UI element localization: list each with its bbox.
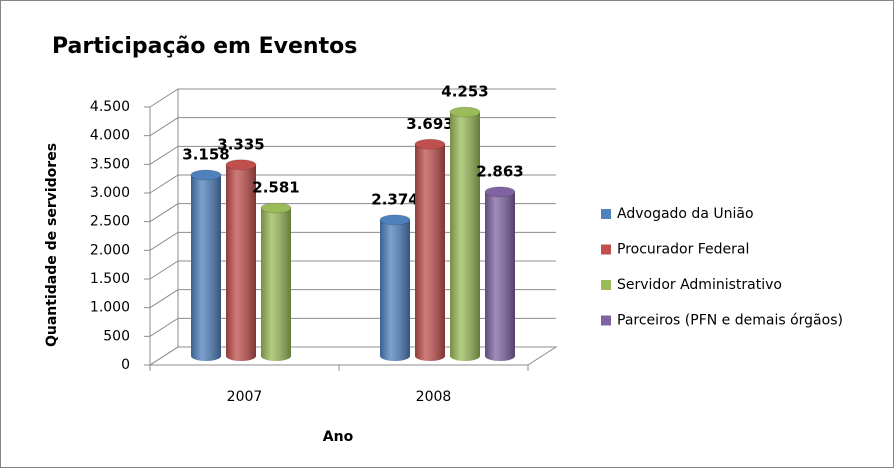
legend-label: Servidor Administrativo [617, 277, 782, 293]
x-tick-label: 2007 [227, 389, 263, 405]
value-label: 2.374 [371, 190, 418, 208]
bar-shade [450, 112, 480, 361]
chart-title: Participação em Eventos [52, 34, 357, 59]
bar-cap [449, 106, 481, 118]
bar-shade [261, 208, 291, 361]
y-tick-label: 4.000 [90, 128, 130, 144]
bar-cap [379, 214, 411, 226]
value-label: 3.335 [217, 135, 264, 153]
legend-label: Procurador Federal [617, 242, 749, 258]
bar-cap [190, 169, 222, 181]
bar-shade [415, 144, 445, 361]
legend-label: Parceiros (PFN e demais órgãos) [617, 313, 843, 329]
y-tick-label: 3.000 [90, 185, 130, 201]
y-tick-label: 2.500 [90, 214, 130, 230]
bar-cap [260, 202, 292, 214]
legend-swatch [601, 244, 611, 255]
y-tick-label: 1.500 [90, 271, 130, 287]
bar-cap [484, 186, 516, 198]
x-tick-label: 2008 [416, 389, 452, 405]
x-axis-title: Ano [323, 429, 354, 445]
y-tick-label: 4.500 [90, 99, 130, 115]
bar-cap [414, 138, 446, 150]
legend-swatch [601, 209, 611, 219]
legend-label: Advogado da União [617, 206, 754, 222]
bar-shade [191, 174, 221, 361]
legend-swatch [601, 280, 611, 290]
bar-cap [225, 159, 257, 171]
value-label: 2.581 [252, 179, 299, 197]
value-label: 2.863 [476, 162, 523, 180]
grid-line [149, 117, 556, 137]
legend-swatch [601, 315, 611, 326]
y-tick-label: 0 [121, 357, 130, 373]
y-axis-title: Quantidade de servidores [44, 143, 60, 347]
value-label: 3.158 [182, 145, 229, 163]
y-tick-label: 500 [103, 328, 130, 344]
value-label: 4.253 [441, 83, 488, 101]
bar-shade [380, 219, 410, 361]
y-tick-label: 2.000 [90, 242, 130, 258]
y-tick-label: 3.500 [90, 156, 130, 172]
y-tick-label: 1.000 [90, 300, 130, 316]
grid-line [149, 88, 556, 108]
bar-shade [226, 164, 256, 361]
value-label: 3.693 [406, 115, 453, 133]
bar-shade [485, 191, 515, 361]
